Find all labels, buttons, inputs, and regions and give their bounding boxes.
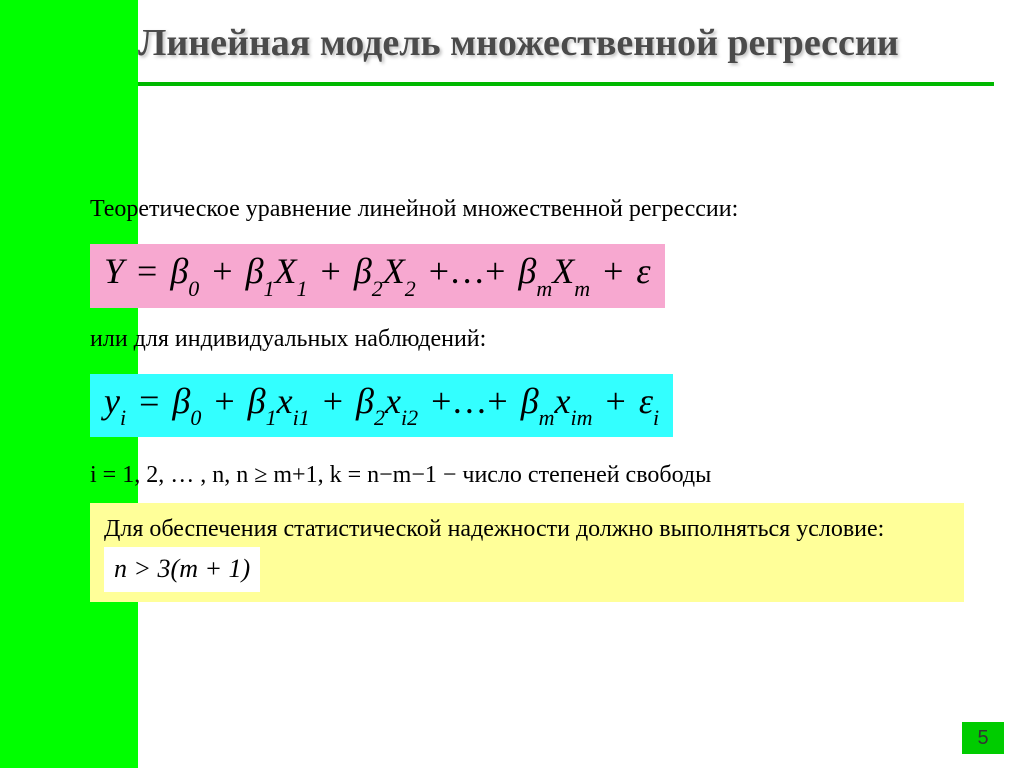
constraints-text: i = 1, 2, … , n, n ≥ m+1, k = n−m−1 − чи… <box>90 457 964 493</box>
slide-content: Теоретическое уравнение линейной множест… <box>90 190 964 602</box>
intro-text: Теоретическое уравнение линейной множест… <box>90 190 964 228</box>
formula-individual: yi = β0 + β1xi1 + β2xi2 +…+ βmxim + εi <box>90 374 673 437</box>
reliability-box: Для обеспечения статистической надежност… <box>90 503 964 602</box>
title-area: Линейная модель множественной регрессии <box>138 20 994 86</box>
formula-general: Y = β0 + β1X1 + β2X2 +…+ βmXm + ε <box>90 244 665 307</box>
between-text: или для индивидуальных наблюдений: <box>90 320 964 358</box>
reliability-condition: n > 3(m + 1) <box>104 547 260 592</box>
title-underline <box>138 82 994 86</box>
page-number: 5 <box>962 722 1004 754</box>
slide: Линейная модель множественной регрессии … <box>0 0 1024 768</box>
reliability-lead: Для обеспечения статистической надежност… <box>104 516 884 542</box>
slide-title: Линейная модель множественной регрессии <box>138 20 994 68</box>
